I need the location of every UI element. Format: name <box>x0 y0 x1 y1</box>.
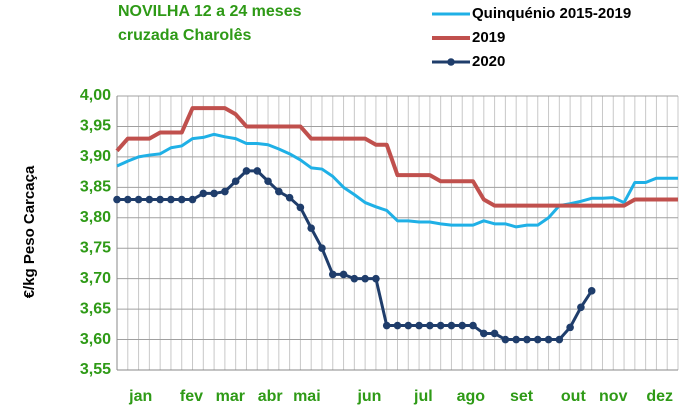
data-point <box>145 195 154 204</box>
data-point <box>415 321 423 330</box>
series-line <box>116 132 678 229</box>
data-point <box>555 335 564 344</box>
data-point <box>447 321 456 330</box>
x-tick-label: jan <box>128 388 152 405</box>
data-point <box>156 195 164 204</box>
y-tick-label: 4,00 <box>80 87 111 104</box>
y-tick-label: 3,90 <box>80 148 111 165</box>
data-point <box>480 329 488 338</box>
y-tick-label: 3,85 <box>80 179 111 196</box>
data-point <box>566 323 574 332</box>
x-tick-label: out <box>561 388 587 405</box>
x-tick-label: jun <box>356 388 381 405</box>
y-tick-label: 3,80 <box>80 209 111 226</box>
data-point <box>264 177 272 186</box>
legend-label: Quinquénio 2015-2019 <box>472 5 631 22</box>
x-tick-label: set <box>510 388 534 405</box>
y-axis-label: €/kg Peso Carcaça <box>21 165 38 298</box>
data-point <box>253 167 262 175</box>
data-point <box>231 177 240 186</box>
data-point <box>113 195 121 204</box>
data-point <box>512 335 520 344</box>
data-point <box>188 195 197 204</box>
chart-title: cruzada Charolês <box>118 27 251 44</box>
data-point <box>210 189 218 198</box>
series-line <box>115 106 678 208</box>
data-point <box>577 303 585 312</box>
y-tick-label: 3,95 <box>80 118 111 135</box>
data-point <box>134 195 143 204</box>
legend-label: 2019 <box>472 29 505 46</box>
x-tick-label: nov <box>599 388 628 405</box>
data-point <box>533 335 542 344</box>
y-tick-label: 3,55 <box>80 361 111 378</box>
x-tick-label: fev <box>180 388 203 405</box>
data-point <box>318 244 326 253</box>
data-point <box>587 287 596 295</box>
data-point <box>382 321 391 330</box>
legend-label: 2020 <box>472 53 505 70</box>
x-tick-label: mai <box>293 388 321 405</box>
chart-title: NOVILHA 12 a 24 meses <box>118 3 302 20</box>
data-point <box>436 321 445 330</box>
x-tick-label: dez <box>646 388 673 405</box>
data-point <box>328 270 337 279</box>
data-point <box>490 329 499 338</box>
x-tick-label: ago <box>457 388 486 405</box>
data-point <box>523 335 531 344</box>
y-tick-label: 3,65 <box>80 300 111 317</box>
data-point <box>361 274 369 283</box>
data-point <box>350 274 359 283</box>
data-point <box>177 195 186 204</box>
data-point <box>339 270 348 279</box>
data-point <box>469 321 477 330</box>
data-point <box>221 187 229 196</box>
legend-swatch <box>447 58 455 66</box>
data-point <box>275 187 283 196</box>
data-point <box>296 203 305 212</box>
x-tick-label: abr <box>258 388 283 405</box>
data-point <box>242 167 251 175</box>
data-point <box>307 224 315 232</box>
y-tick-label: 3,75 <box>80 239 111 256</box>
data-point <box>167 195 175 204</box>
y-tick-label: 3,70 <box>80 270 111 287</box>
data-point <box>393 321 402 330</box>
x-tick-label: mar <box>216 388 245 405</box>
x-tick-label: jul <box>413 388 433 405</box>
data-point <box>199 189 208 198</box>
data-point <box>123 195 132 204</box>
data-point <box>426 321 434 330</box>
data-point <box>501 335 510 344</box>
data-point <box>458 321 467 330</box>
data-point <box>285 193 294 202</box>
data-point <box>404 321 413 330</box>
y-tick-label: 3,60 <box>80 331 111 348</box>
data-point <box>372 274 380 283</box>
data-point <box>544 335 553 344</box>
